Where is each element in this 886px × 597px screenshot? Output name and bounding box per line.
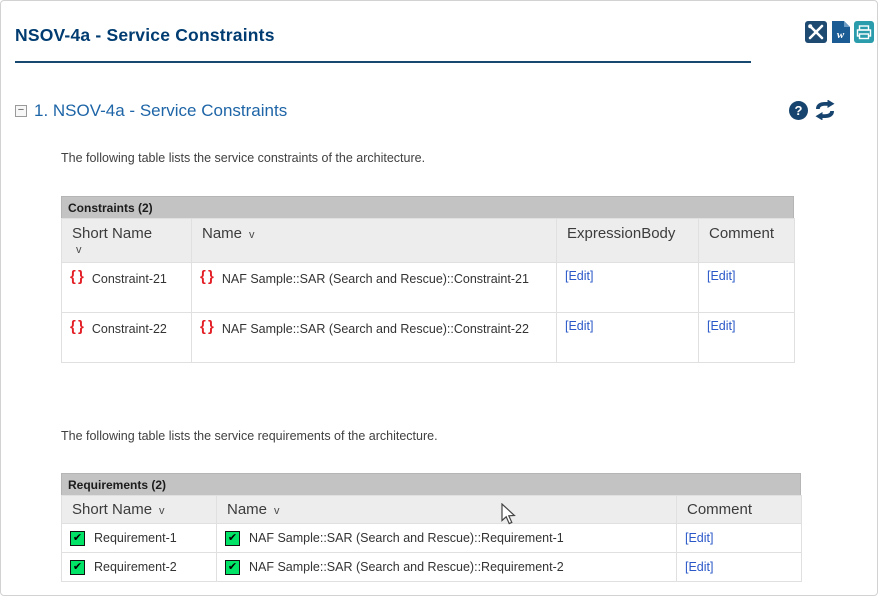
requirements-intro-text: The following table lists the service re…	[61, 429, 438, 443]
constraint-icon: { }	[200, 268, 214, 285]
constraint-short-name: Constraint-21	[91, 272, 167, 286]
section-heading: 1. NSOV-4a - Service Constraints	[34, 101, 288, 120]
column-header-comment[interactable]: Comment	[676, 495, 802, 524]
constraints-table-caption: Constraints (2)	[61, 196, 794, 218]
help-icon[interactable]: ?	[789, 100, 808, 120]
export-toolbar: w	[805, 21, 874, 43]
requirement-name: NAF Sample::SAR (Search and Rescue)::Req…	[249, 531, 564, 545]
column-header-name[interactable]: Name v	[191, 218, 557, 263]
table-row: { } Constraint-22 { } NAF Sample::SAR (S…	[61, 312, 795, 363]
word-export-icon[interactable]: w	[831, 21, 850, 43]
constraints-header-row: Short Name v Name v ExpressionBody Commen…	[61, 218, 795, 263]
requirement-icon: ✔	[225, 559, 240, 575]
requirement-short-name: Requirement-1	[94, 531, 177, 545]
sort-down-icon[interactable]: v	[159, 505, 165, 517]
column-header-short-name[interactable]: Short Name v	[61, 495, 217, 524]
constraint-short-name: Constraint-22	[91, 322, 167, 336]
edit-comment-link[interactable]: [Edit]	[685, 531, 714, 545]
constraint-icon: { }	[70, 268, 84, 285]
edit-comment-link[interactable]: [Edit]	[707, 319, 736, 333]
requirements-table-caption: Requirements (2)	[61, 473, 801, 495]
sort-down-icon[interactable]: v	[249, 229, 255, 241]
sort-down-icon[interactable]: v	[274, 505, 280, 517]
constraint-icon: { }	[200, 318, 214, 335]
section-icons: ?	[789, 100, 837, 120]
page-title: NSOV-4a - Service Constraints	[15, 25, 275, 45]
constraint-name: NAF Sample::SAR (Search and Rescue)::Con…	[221, 272, 529, 286]
requirement-icon: ✔	[225, 530, 240, 546]
svg-text:w: w	[837, 29, 845, 41]
edit-comment-link[interactable]: [Edit]	[707, 269, 736, 283]
constraint-icon: { }	[70, 318, 84, 335]
table-row: { } Constraint-21 { } NAF Sample::SAR (S…	[61, 262, 795, 313]
column-header-short-name[interactable]: Short Name v	[61, 218, 192, 263]
sort-down-icon[interactable]: v	[76, 244, 82, 256]
constraints-table: Constraints (2) Short Name v Name v Expre…	[61, 196, 795, 363]
title-divider	[15, 61, 751, 63]
requirement-icon: ✔	[70, 559, 85, 575]
section-header: − 1. NSOV-4a - Service Constraints	[15, 101, 287, 121]
edit-expression-link[interactable]: [Edit]	[565, 319, 594, 333]
requirement-icon: ✔	[70, 530, 85, 546]
column-header-name[interactable]: Name v	[216, 495, 677, 524]
column-header-comment[interactable]: Comment	[698, 218, 795, 263]
requirements-table: Requirements (2) Short Name v Name v Comme…	[61, 473, 802, 582]
edit-comment-link[interactable]: [Edit]	[685, 560, 714, 574]
table-row: ✔ Requirement-1 ✔ NAF Sample::SAR (Searc…	[61, 523, 802, 553]
column-header-expressionbody[interactable]: ExpressionBody	[556, 218, 699, 263]
constraints-intro-text: The following table lists the service co…	[61, 151, 426, 165]
refresh-icon[interactable]	[813, 100, 837, 120]
requirement-short-name: Requirement-2	[94, 560, 177, 574]
collapse-icon[interactable]: −	[15, 105, 27, 117]
requirements-header-row: Short Name v Name v Comment	[61, 495, 802, 524]
edit-expression-link[interactable]: [Edit]	[565, 269, 594, 283]
constraint-name: NAF Sample::SAR (Search and Rescue)::Con…	[221, 322, 529, 336]
tools-icon[interactable]	[805, 21, 827, 43]
table-row: ✔ Requirement-2 ✔ NAF Sample::SAR (Searc…	[61, 552, 802, 582]
print-icon[interactable]	[854, 21, 874, 43]
requirement-name: NAF Sample::SAR (Search and Rescue)::Req…	[249, 560, 564, 574]
